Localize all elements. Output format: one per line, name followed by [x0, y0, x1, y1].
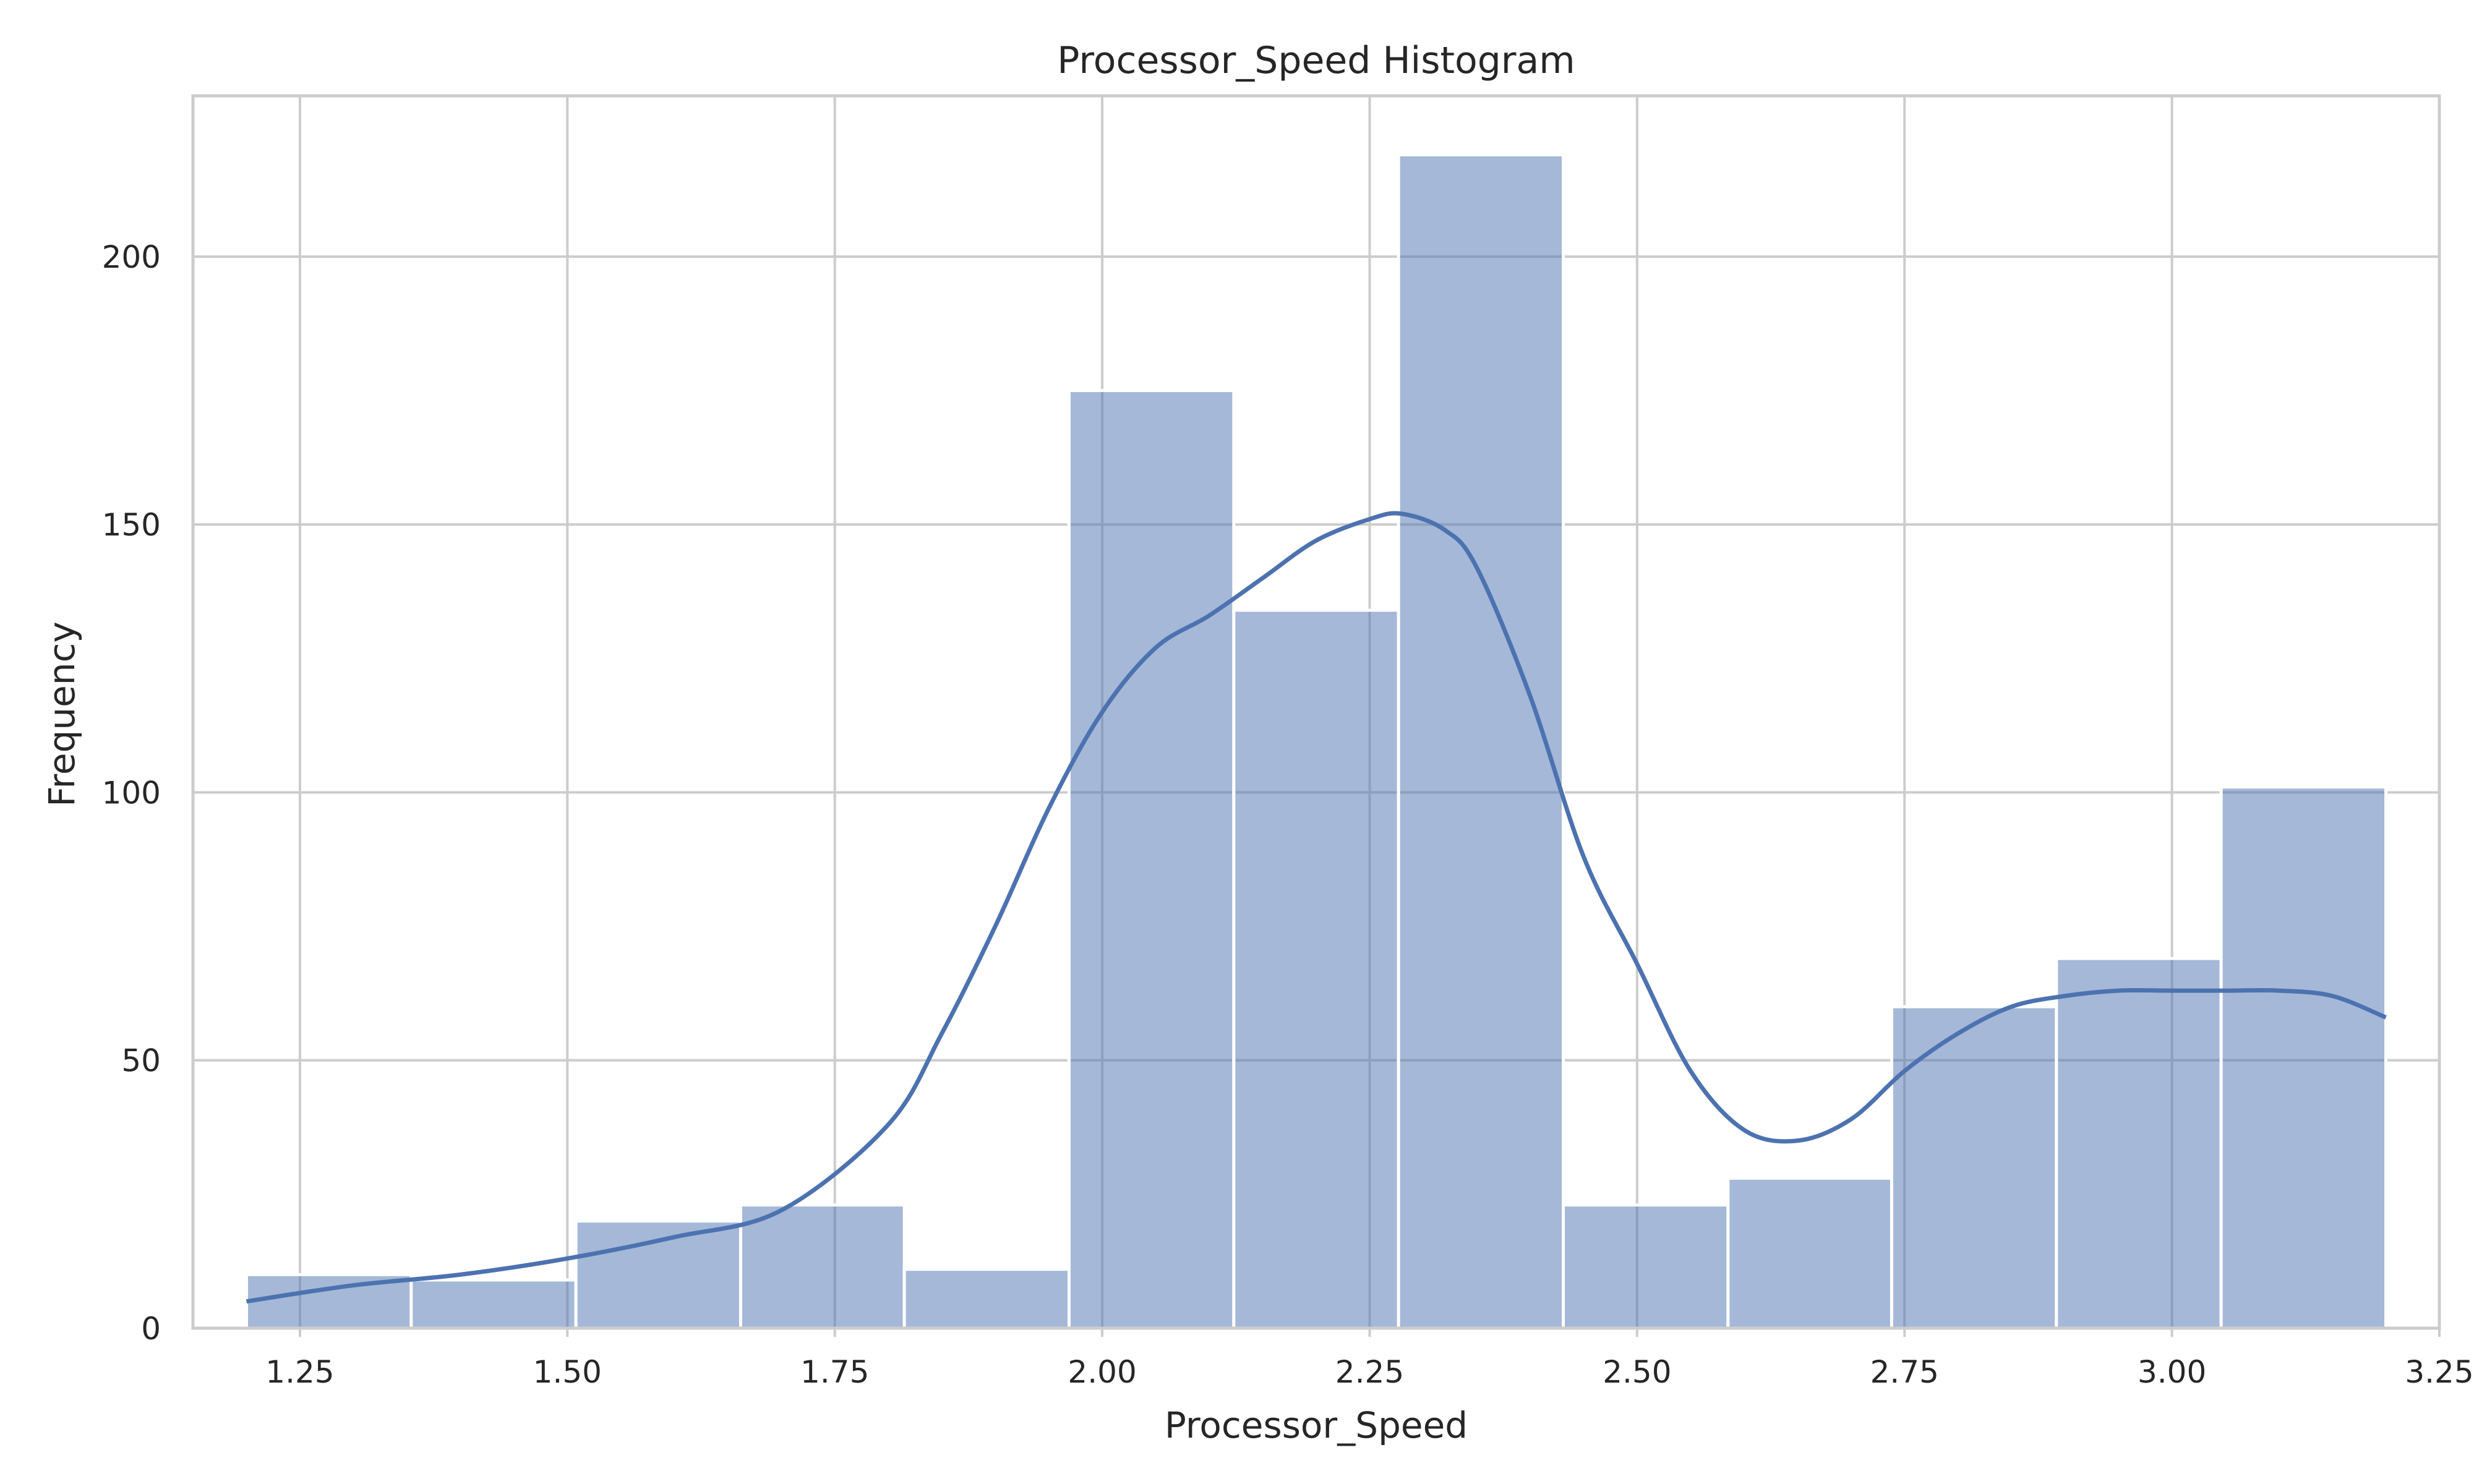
- histogram-bars: [244, 153, 2388, 1330]
- x-tick-label: 2.75: [1870, 1354, 1939, 1390]
- histogram-bar: [739, 1203, 906, 1330]
- histogram-bar: [1232, 608, 1400, 1330]
- x-tick-label: 1.50: [533, 1354, 602, 1390]
- y-tick-label: 100: [102, 775, 161, 811]
- x-tick-label: 2.50: [1603, 1354, 1671, 1390]
- x-tick-label: 2.25: [1335, 1354, 1404, 1390]
- y-axis-ticks: 0 50 100 150 200: [102, 239, 161, 1347]
- y-tick-label: 0: [141, 1311, 161, 1347]
- y-tick-label: 150: [102, 507, 161, 543]
- chart-title: Processor_Speed Histogram: [1057, 39, 1575, 82]
- histogram-bar: [2055, 957, 2223, 1330]
- x-tick-label: 3.00: [2138, 1354, 2206, 1390]
- histogram-bar: [902, 1268, 1071, 1330]
- histogram-bar: [1890, 1005, 2058, 1330]
- histogram-bar: [574, 1219, 743, 1330]
- histogram-bar: [2219, 785, 2388, 1330]
- x-tick-label: 1.25: [265, 1354, 334, 1390]
- plot-frame: [191, 94, 2441, 1330]
- y-tick-label: 50: [121, 1043, 161, 1079]
- x-tick-label: 1.75: [800, 1354, 869, 1390]
- x-tick-label: 2.00: [1068, 1354, 1136, 1390]
- histogram-bar: [1067, 389, 1236, 1330]
- histogram-bar: [1562, 1203, 1730, 1330]
- histogram-bar: [1726, 1176, 1893, 1330]
- histogram-bar: [409, 1278, 578, 1330]
- y-tick-label: 200: [102, 239, 161, 275]
- x-tick-label: 3.25: [2405, 1354, 2473, 1390]
- x-axis-ticks: 1.25 1.50 1.75 2.00 2.25 2.50 2.75 3.00 3.25: [265, 1328, 2474, 1390]
- histogram-bar: [1397, 153, 1565, 1330]
- x-axis-label: Processor_Speed: [1165, 1404, 1468, 1446]
- kde-density-line: [246, 511, 2387, 1304]
- y-axis-label: Frequency: [41, 621, 83, 807]
